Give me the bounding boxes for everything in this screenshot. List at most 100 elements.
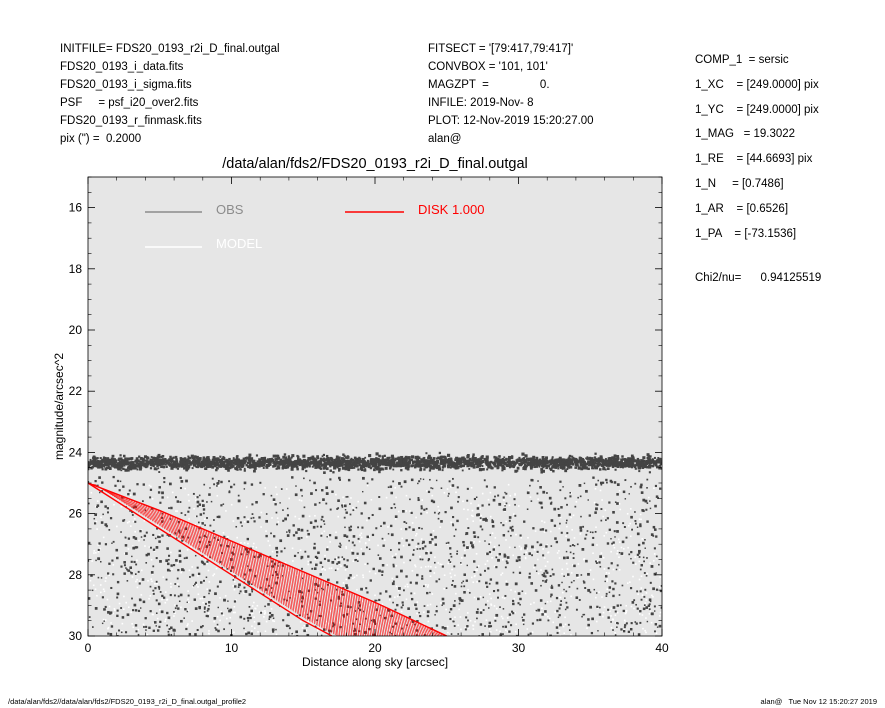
- obs-point: [357, 462, 360, 465]
- obs-point: [297, 537, 301, 540]
- model-point: [628, 581, 631, 583]
- obs-point: [190, 454, 194, 458]
- model-point: [368, 570, 371, 573]
- obs-point: [314, 589, 317, 591]
- obs-point: [186, 601, 188, 603]
- model-point: [541, 607, 543, 610]
- model-point: [394, 517, 397, 520]
- model-point: [232, 585, 234, 587]
- model-point: [610, 615, 612, 617]
- obs-point: [620, 458, 624, 462]
- model-point: [255, 572, 258, 575]
- obs-point: [100, 464, 104, 467]
- obs-point: [301, 577, 304, 580]
- obs-point: [255, 462, 259, 466]
- obs-point: [555, 596, 559, 600]
- obs-point: [301, 462, 304, 466]
- obs-point: [195, 459, 199, 463]
- model-point: [205, 555, 207, 558]
- obs-point: [317, 463, 320, 467]
- obs-point: [612, 459, 615, 463]
- obs-point: [167, 616, 171, 620]
- obs-point: [582, 525, 585, 528]
- model-point: [466, 545, 469, 547]
- obs-point: [397, 461, 400, 464]
- obs-point: [503, 554, 507, 558]
- obs-point: [353, 464, 357, 468]
- obs-point: [322, 520, 325, 523]
- model-point: [224, 595, 227, 597]
- obs-point: [555, 540, 559, 544]
- obs-point: [544, 460, 547, 464]
- model-point: [276, 517, 279, 519]
- obs-point: [420, 463, 423, 466]
- model-point: [488, 628, 491, 630]
- obs-point: [157, 458, 161, 462]
- obs-point: [201, 463, 205, 467]
- obs-point: [485, 457, 489, 461]
- model-point: [97, 544, 100, 546]
- model-point: [307, 620, 309, 623]
- obs-point: [343, 454, 346, 457]
- obs-point: [478, 468, 483, 472]
- obs-point: [89, 458, 92, 461]
- obs-point: [208, 601, 211, 604]
- model-point: [596, 544, 598, 546]
- obs-point: [524, 544, 528, 548]
- obs-point: [415, 581, 418, 585]
- obs-point: [650, 565, 654, 568]
- obs-point: [206, 456, 210, 459]
- obs-point: [325, 458, 328, 462]
- obs-point: [121, 461, 125, 465]
- obs-point: [607, 567, 610, 570]
- obs-point: [255, 454, 259, 457]
- obs-point: [217, 481, 220, 485]
- obs-point: [484, 517, 487, 520]
- obs-point: [494, 459, 497, 462]
- obs-point: [605, 519, 607, 521]
- obs-point: [438, 578, 441, 581]
- obs-point: [342, 614, 345, 617]
- obs-point: [201, 504, 205, 507]
- obs-point: [589, 462, 593, 466]
- obs-point: [147, 462, 150, 465]
- obs-point: [344, 508, 347, 511]
- model-point: [431, 593, 434, 595]
- obs-point: [475, 611, 479, 614]
- obs-point: [537, 608, 541, 612]
- obs-point: [312, 460, 315, 464]
- model-point: [366, 519, 368, 522]
- obs-point: [622, 629, 626, 633]
- obs-point: [241, 525, 243, 527]
- obs-point: [343, 466, 347, 470]
- model-point: [201, 538, 204, 541]
- model-point: [573, 537, 576, 539]
- obs-point: [638, 552, 641, 555]
- obs-point: [507, 530, 510, 533]
- obs-point: [313, 546, 316, 550]
- obs-point: [539, 501, 543, 505]
- obs-point: [294, 461, 296, 464]
- obs-point: [575, 574, 579, 577]
- model-point: [595, 596, 597, 599]
- model-point: [600, 552, 603, 554]
- obs-point: [390, 462, 394, 466]
- obs-point: [451, 584, 454, 586]
- obs-point: [565, 550, 568, 553]
- obs-point: [616, 626, 618, 628]
- obs-point: [219, 455, 222, 458]
- obs-point: [595, 460, 599, 463]
- obs-point: [299, 459, 303, 463]
- obs-point: [133, 560, 136, 564]
- obs-point: [315, 563, 318, 567]
- model-point: [625, 604, 628, 607]
- model-point: [602, 611, 605, 614]
- obs-point: [505, 502, 508, 505]
- obs-point: [289, 462, 292, 465]
- obs-point: [300, 557, 303, 560]
- obs-point: [269, 555, 272, 558]
- obs-point: [504, 505, 506, 507]
- obs-point: [555, 464, 559, 468]
- obs-point: [417, 482, 419, 485]
- obs-point: [246, 616, 250, 620]
